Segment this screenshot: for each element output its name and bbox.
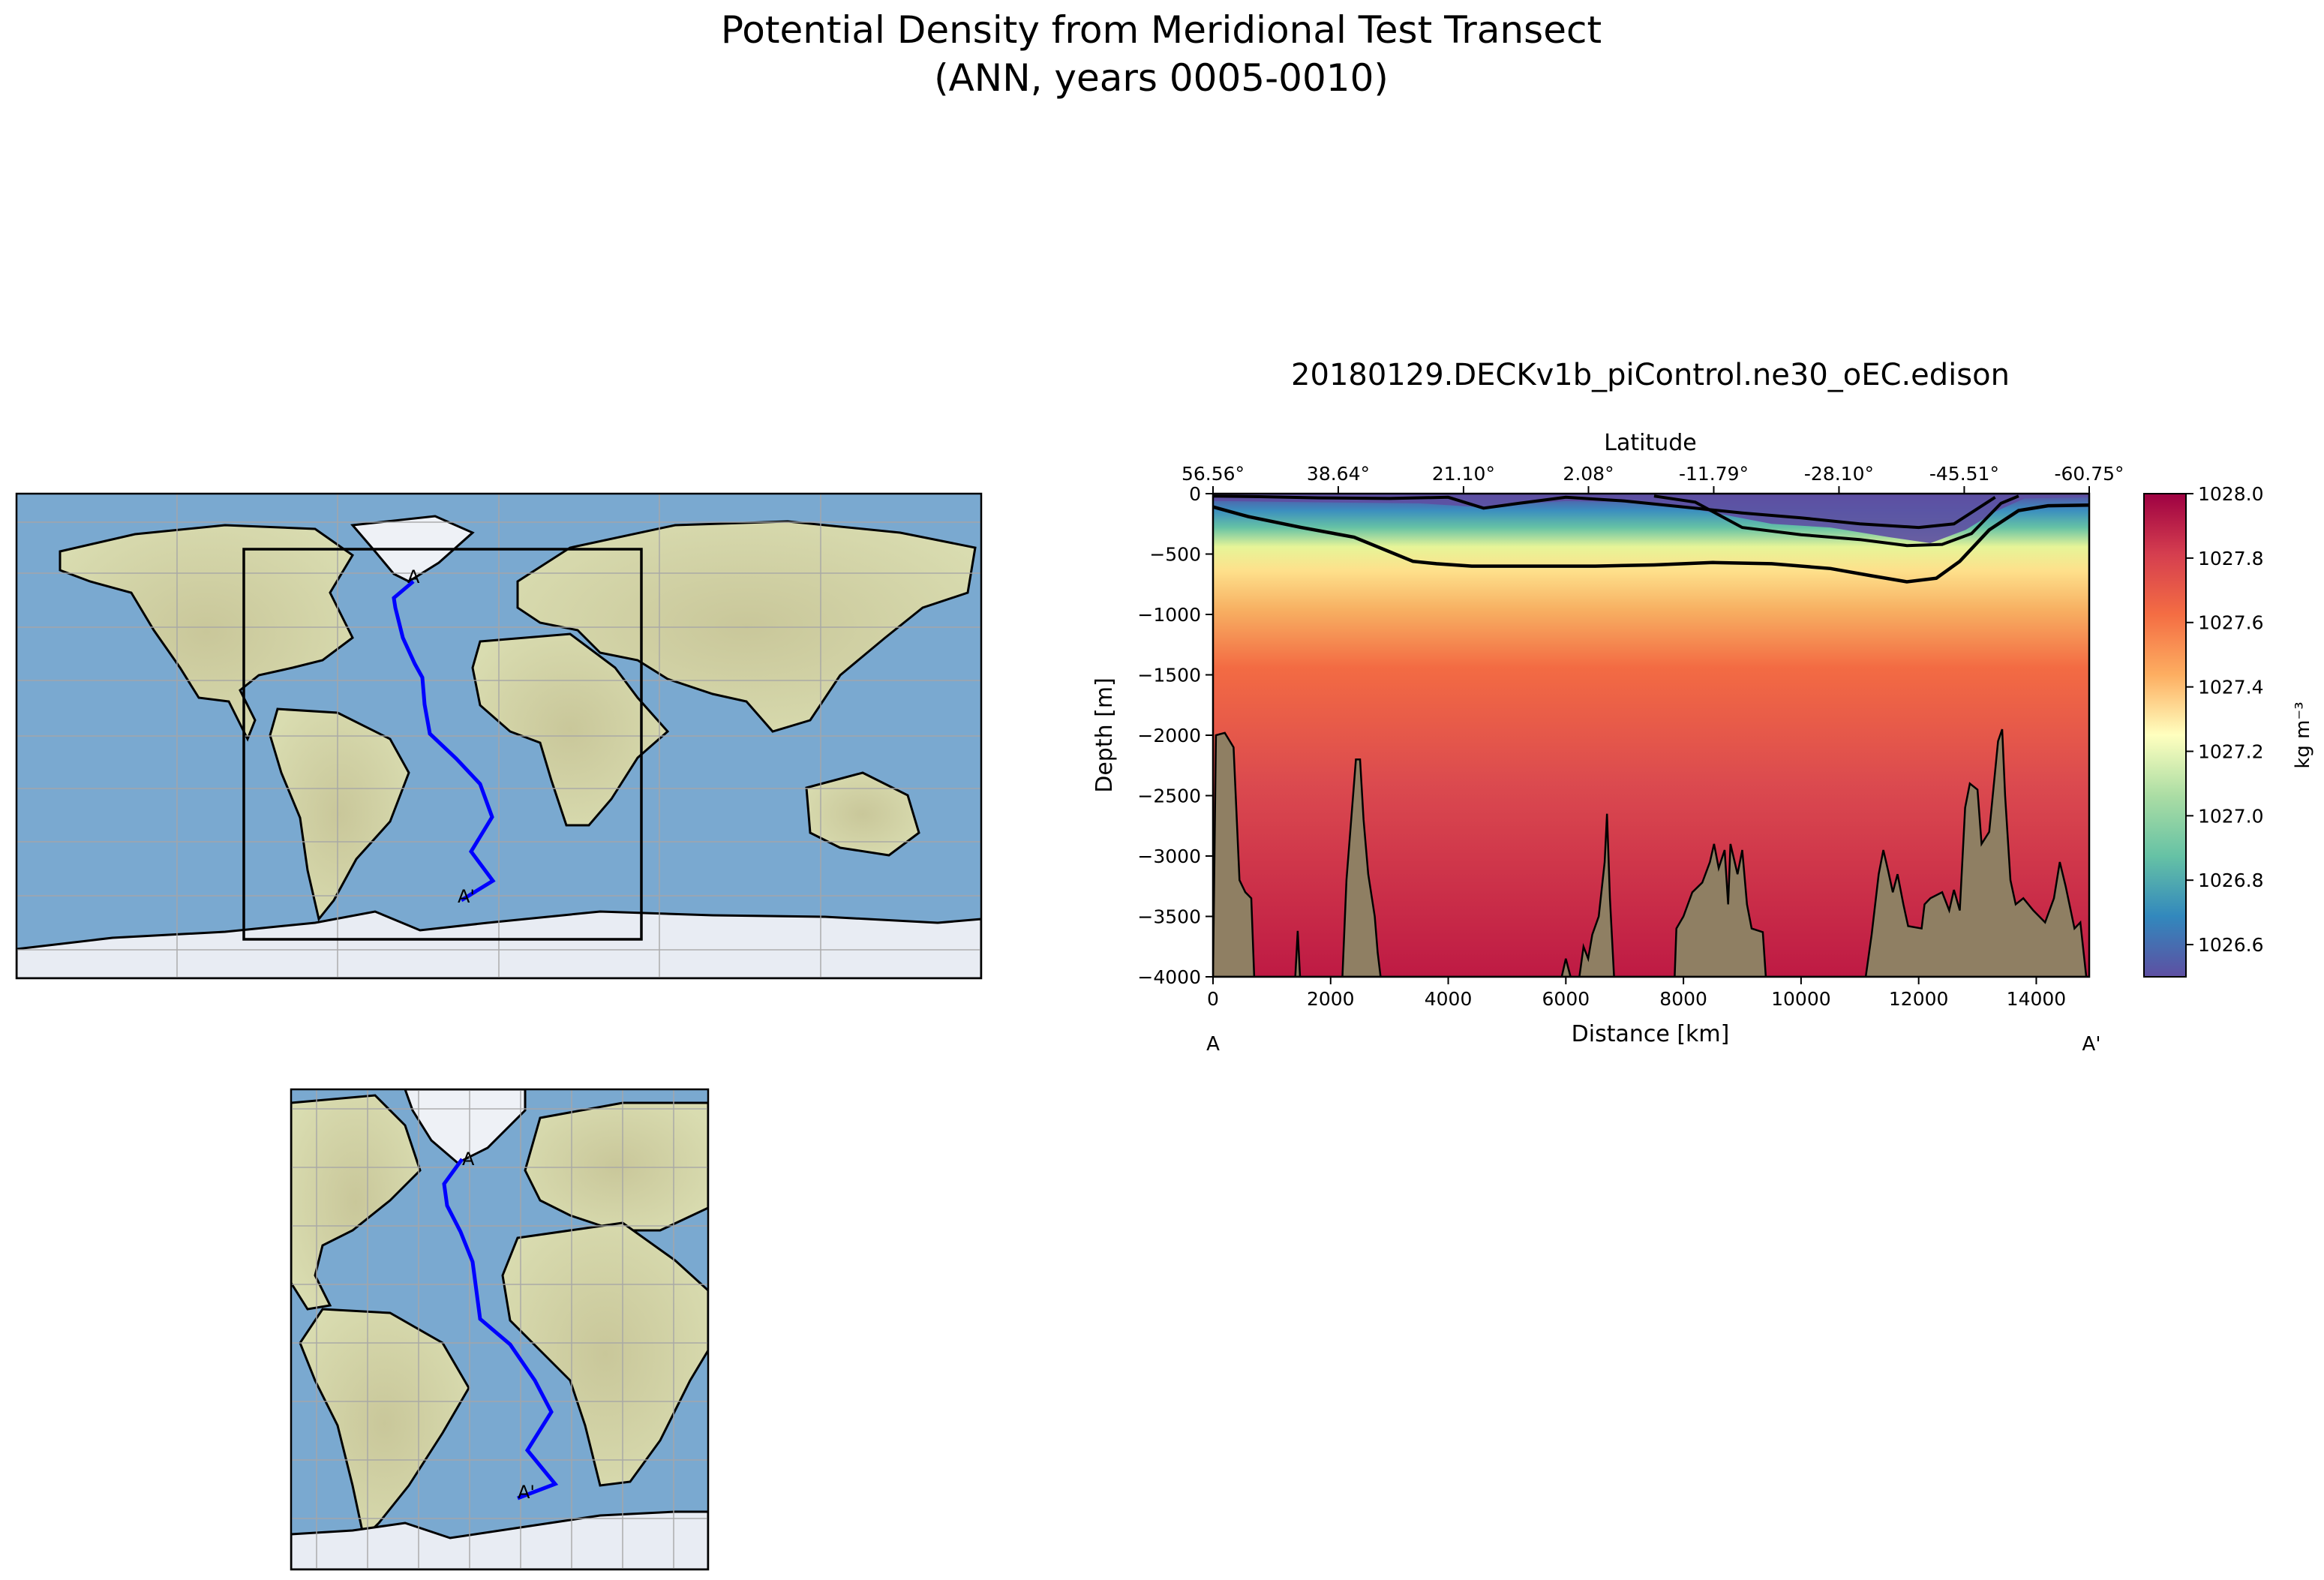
zoomed-map-gridlines [291,1089,708,1569]
top-tick-label: 38.64° [1307,463,1370,485]
colorbar-label: kg m⁻³ [2292,701,2314,768]
density-contour-1027-4 [1213,503,2089,584]
zoomed-map-north-america [291,1094,422,1311]
section-plot: 20180129.DECKv1b_piControl.ne30_oEC.edis… [1091,358,2124,1056]
y-tick-label: −4000 [1137,966,1201,988]
section-start-label: A [1206,1033,1220,1056]
x-tick-label: 6000 [1542,988,1590,1010]
y-tick-label: −2000 [1137,725,1201,746]
zoomed-map-frame [290,1088,710,1571]
top-tick-label: 21.10° [1432,463,1495,485]
density-contour-mid [1653,494,2019,548]
x-axis-ticks: 0 2000 4000 6000 8000 10000 12000 14000 [1207,977,2066,1010]
top-tick-label: -28.10° [1804,463,1874,485]
seafloor-bathymetry [1213,728,2089,977]
global-map-australia [805,771,920,857]
y-tick-label: −1500 [1137,665,1201,686]
top-tick-label: 56.56° [1182,463,1245,485]
y-tick-label: 0 [1189,483,1201,505]
x-tick-label: 14000 [2007,988,2067,1010]
zoomed-map-transect-line [442,1158,559,1500]
global-map-start-label: A [407,566,420,587]
top-tick-label: 2.08° [1563,463,1614,485]
section-end-label: A' [2082,1033,2101,1056]
x-tick-label: 10000 [1771,988,1831,1010]
y-axis-ticks: 0 −500 −1000 −1500 −2000 −2500 −3000 −3500 −4000 [1137,483,1213,988]
colorbar-tick-label: 1026.6 [2198,934,2263,956]
top-tick-label: -60.75° [2054,463,2124,485]
figure-title-line2: (ANN, years 0005-0010) [934,56,1389,100]
zoomed-map-europe [524,1101,708,1232]
global-map: A A' [15,492,983,980]
global-map-south-america [269,707,410,922]
global-map-transect-line [392,580,496,903]
global-map-africa [471,632,670,827]
x-axis-label: Distance [km] [1572,1021,1730,1047]
colorbar-tick-label: 1027.2 [2198,740,2263,762]
top-tick-label: -45.51° [1929,463,1999,485]
y-tick-label: −1000 [1137,604,1201,626]
colorbar-tick-label: 1027.8 [2198,548,2263,569]
light-surface-band [1213,494,2089,543]
zoomed-map: A A' [290,1088,710,1571]
global-map-eurasia [516,520,977,733]
x-tick-label: 2000 [1307,988,1355,1010]
zoomed-map-end-label: A' [518,1482,535,1503]
y-tick-label: −500 [1149,544,1201,566]
zoomed-map-greenland [404,1089,527,1164]
colorbar-ticks: 1026.6 1026.8 1027.0 1027.2 1027.4 1027.6 1027… [2186,483,2263,956]
y-tick-label: −3000 [1137,846,1201,867]
global-map-end-label: A' [458,886,475,907]
global-map-frame [15,492,983,980]
x-tick-label: 4000 [1425,988,1473,1010]
zoomed-map-antarctica [291,1510,708,1569]
top-tick-label: -11.79° [1679,463,1749,485]
top-axis-label: Latitude [1604,430,1696,456]
x-tick-label: 8000 [1659,988,1707,1010]
y-tick-label: −3500 [1137,906,1201,928]
global-map-extent-box [242,548,643,941]
y-tick-label: −2500 [1137,785,1201,807]
colorbar-gradient [2143,493,2187,978]
x-tick-label: 12000 [1889,988,1949,1010]
global-map-gridlines [17,494,981,978]
colorbar-tick-label: 1026.8 [2198,870,2263,891]
top-axis-ticks: 56.56° 38.64° 21.10° 2.08° -11.79° -28.10° -45… [1182,463,2124,494]
x-tick-label: 0 [1207,988,1219,1010]
section-title: 20180129.DECKv1b_piControl.ne30_oEC.edis… [1291,358,2010,392]
colorbar-tick-label: 1028.0 [2198,483,2263,505]
zoomed-map-start-label: A [462,1149,475,1170]
colorbar: 1026.6 1026.8 1027.0 1027.2 1027.4 1027.6 1027… [2143,483,2314,978]
colorbar-tick-label: 1027.4 [2198,677,2263,698]
global-map-north-america [59,524,355,742]
colorbar-tick-label: 1027.0 [2198,805,2263,827]
figure-title-line1: Potential Density from Meridional Test T… [721,8,1602,52]
y-axis-label: Depth [m] [1091,677,1118,793]
colorbar-tick-label: 1027.6 [2198,612,2263,634]
density-contour-upper [1213,494,1996,530]
